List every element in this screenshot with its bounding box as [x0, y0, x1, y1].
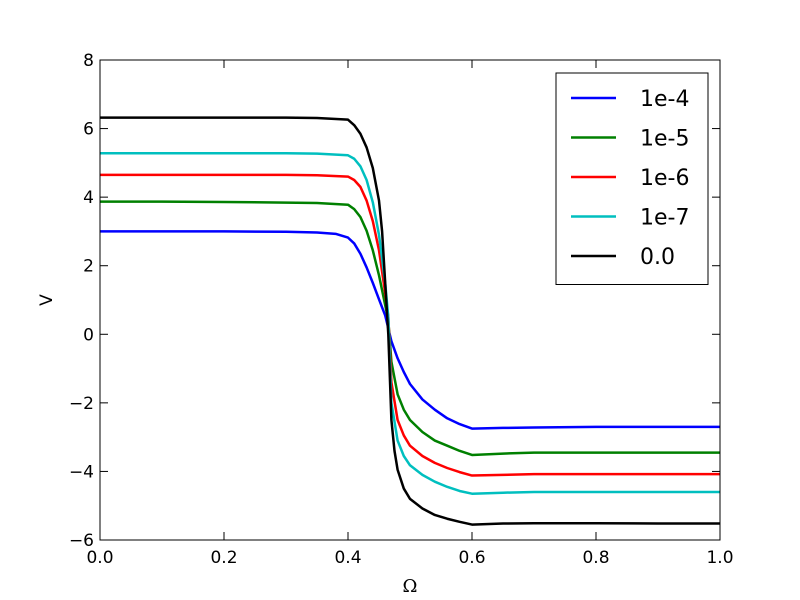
y-tick-label: −2 [69, 394, 94, 414]
y-tick-label: 6 [83, 120, 94, 140]
y-tick-label: −6 [69, 531, 94, 551]
series-line-0 [100, 230, 720, 430]
y-tick-label: 0 [83, 325, 94, 345]
x-axis-label: Ω [403, 576, 418, 597]
y-tick-label: 2 [83, 257, 94, 277]
legend-label: 1e-5 [640, 127, 689, 152]
y-tick-label: −4 [69, 462, 94, 482]
legend-label: 0.0 [640, 245, 675, 270]
y-tick-label: 4 [83, 188, 94, 208]
legend-label: 1e-6 [640, 166, 689, 191]
y-axis-ticks: −6 −4 −2 0 2 4 6 8 [69, 51, 720, 551]
y-axis-label: V [37, 294, 57, 306]
legend-box [555, 72, 709, 285]
x-axis-ticks: 0.0 0.2 0.4 0.6 0.8 1.0 [86, 60, 734, 568]
legend: 1e-4 1e-5 1e-6 1e-7 0.0 [555, 72, 709, 285]
x-tick-label: 1.0 [706, 548, 733, 568]
x-tick-label: 0.4 [334, 548, 361, 568]
series-lines [100, 116, 720, 526]
x-tick-label: 0.6 [458, 548, 485, 568]
x-tick-label: 0.2 [210, 548, 237, 568]
x-tick-label: 0.0 [86, 548, 113, 568]
y-tick-label: 8 [83, 51, 94, 71]
plot-frame [99, 59, 721, 541]
legend-label: 1e-7 [640, 206, 689, 231]
legend-label: 1e-4 [640, 87, 689, 112]
series-line-4 [100, 116, 720, 526]
x-tick-label: 0.8 [582, 548, 609, 568]
